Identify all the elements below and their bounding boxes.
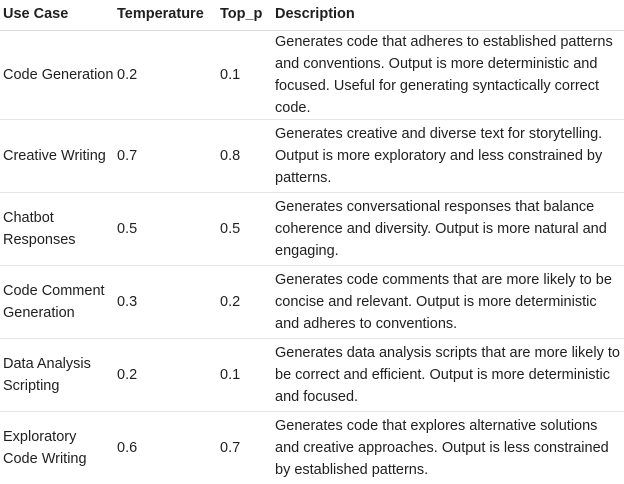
description-cell: Generates code that adheres to establish… — [272, 31, 624, 120]
temperature-cell: 0.3 — [114, 266, 217, 339]
use-case-cell: Creative Writing — [0, 120, 114, 193]
use-case-cell: Code Comment Generation — [0, 266, 114, 339]
temperature-cell: 0.2 — [114, 31, 217, 120]
table-body: Code Generation 0.2 0.1 Generates code t… — [0, 31, 624, 484]
top-p-cell: 0.1 — [217, 339, 272, 412]
top-p-cell: 0.1 — [217, 31, 272, 120]
use-case-cell: Exploratory Code Writing — [0, 412, 114, 484]
table-row: Exploratory Code Writing 0.6 0.7 Generat… — [0, 412, 624, 484]
description-cell: Generates code comments that are more li… — [272, 266, 624, 339]
temperature-cell: 0.6 — [114, 412, 217, 484]
header-description: Description — [272, 0, 624, 31]
header-use-case: Use Case — [0, 0, 114, 31]
top-p-cell: 0.5 — [217, 193, 272, 266]
top-p-cell: 0.2 — [217, 266, 272, 339]
use-case-cell: Code Generation — [0, 31, 114, 120]
table-row: Creative Writing 0.7 0.8 Generates creat… — [0, 120, 624, 193]
temperature-cell: 0.2 — [114, 339, 217, 412]
use-case-cell: Chatbot Responses — [0, 193, 114, 266]
table-row: Code Comment Generation 0.3 0.2 Generate… — [0, 266, 624, 339]
header-row: Use Case Temperature Top_p Description — [0, 0, 624, 31]
top-p-cell: 0.7 — [217, 412, 272, 484]
temperature-cell: 0.5 — [114, 193, 217, 266]
header-top-p: Top_p — [217, 0, 272, 31]
description-cell: Generates conversational responses that … — [272, 193, 624, 266]
description-cell: Generates creative and diverse text for … — [272, 120, 624, 193]
use-case-cell: Data Analysis Scripting — [0, 339, 114, 412]
temperature-cell: 0.7 — [114, 120, 217, 193]
header-temperature: Temperature — [114, 0, 217, 31]
table-row: Data Analysis Scripting 0.2 0.1 Generate… — [0, 339, 624, 412]
top-p-cell: 0.8 — [217, 120, 272, 193]
description-cell: Generates code that explores alternative… — [272, 412, 624, 484]
description-cell: Generates data analysis scripts that are… — [272, 339, 624, 412]
table-header: Use Case Temperature Top_p Description — [0, 0, 624, 31]
table-row: Code Generation 0.2 0.1 Generates code t… — [0, 31, 624, 120]
table-row: Chatbot Responses 0.5 0.5 Generates conv… — [0, 193, 624, 266]
